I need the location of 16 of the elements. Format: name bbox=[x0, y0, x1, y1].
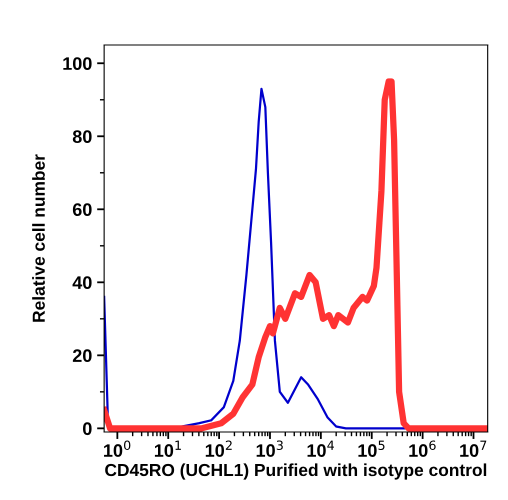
x-tick-label: 10$^{2}$ bbox=[206, 440, 232, 457]
y-tick-label: 20 bbox=[72, 349, 92, 362]
x-tick-label: 10$^{0}$ bbox=[104, 440, 130, 457]
x-tick-label: 10$^{3}$ bbox=[256, 440, 283, 457]
y-tick-label: 80 bbox=[72, 130, 92, 143]
y-tick-label: 40 bbox=[72, 276, 92, 290]
x-tick-label: 10$^{5}$ bbox=[358, 440, 384, 457]
y-tick-label: 60 bbox=[72, 203, 92, 216]
x-axis-title: CD45RO (UCHL1) Purified with isotype control bbox=[105, 463, 486, 480]
y-tick-label: 100 bbox=[63, 57, 92, 70]
y-tick-label: 0 bbox=[83, 422, 92, 436]
x-tick-label: 10$^{4}$ bbox=[308, 440, 334, 457]
y-axis-title: Relative cell number bbox=[32, 154, 45, 322]
x-tick-label: 10$^{1}$ bbox=[154, 440, 181, 457]
x-tick-label: 10$^{6}$ bbox=[409, 440, 436, 457]
x-tick-label: 10$^{7}$ bbox=[460, 440, 486, 457]
